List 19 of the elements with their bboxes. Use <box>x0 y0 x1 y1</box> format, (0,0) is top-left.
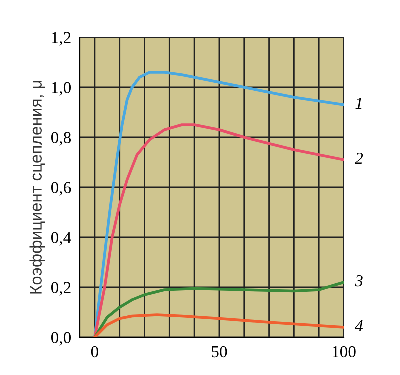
y-tick-label: 1,2 <box>52 32 71 46</box>
y-tick-label: 0,2 <box>51 282 71 296</box>
series-label: 3 <box>355 275 363 287</box>
line-series <box>94 314 344 338</box>
series-label: 4 <box>355 320 364 332</box>
y-tick-label: 0,8 <box>51 132 72 146</box>
y-axis-title: Коэффициент сцепления, μ <box>30 81 46 294</box>
y-tick-label: 1,0 <box>52 82 72 96</box>
line-series <box>94 124 344 338</box>
y-tick-label: 0,6 <box>51 182 72 196</box>
series-label: 2 <box>355 152 364 164</box>
line-series <box>94 71 344 338</box>
x-tick-label: 100 <box>332 346 356 358</box>
series-label: 1 <box>356 98 362 110</box>
x-tick-label: 50 <box>212 346 228 358</box>
y-tick-label: 0,0 <box>51 332 72 346</box>
y-tick-label: 0,4 <box>51 232 72 246</box>
x-tick-label: 0 <box>91 346 98 358</box>
line-series <box>94 281 344 338</box>
